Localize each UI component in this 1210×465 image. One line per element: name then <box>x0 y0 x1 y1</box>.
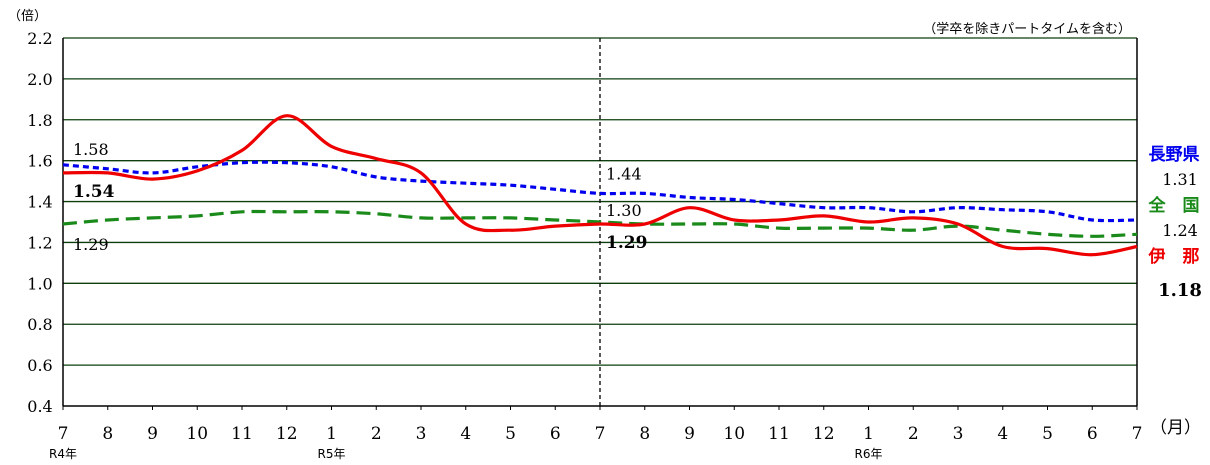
chart-note: （学卒を除きパートタイムを含む） <box>923 21 1131 37</box>
x-tick-label: 5 <box>1042 424 1053 444</box>
x-axis-unit-label: （月） <box>1150 418 1201 438</box>
y-tick-label: 1.4 <box>27 193 52 212</box>
nagano-series-line <box>62 160 1138 223</box>
data-label: 1.44 <box>606 164 642 183</box>
y-tick-label: 1.0 <box>27 274 52 293</box>
ina-series-line <box>62 114 1138 257</box>
y-tick-label: 0.8 <box>27 315 52 334</box>
data-label: 1.29 <box>606 233 647 253</box>
data-label: 1.58 <box>73 140 109 159</box>
x-tick-label: 1 <box>863 424 874 444</box>
x-tick-label: 1 <box>326 424 337 444</box>
data-label: 1.30 <box>606 201 642 220</box>
x-tick-label: 3 <box>416 424 427 444</box>
series-end-labels: 長野県 1.31 全 国 1.24 伊 那 1.18 <box>1148 145 1202 301</box>
x-tick-label: 7 <box>58 424 69 444</box>
national-series-line <box>62 209 1138 238</box>
y-tick-label: 2.0 <box>27 70 52 89</box>
x-tick-label: 10 <box>723 424 745 444</box>
x-tick-label: 9 <box>684 424 695 444</box>
x-tick-label: 9 <box>147 424 158 444</box>
series-name-label: 伊 那 <box>1148 246 1200 267</box>
y-axis-unit-label: （倍） <box>8 9 47 24</box>
series-end-value: 1.18 <box>1158 280 1202 301</box>
year-label: R4年 <box>49 447 77 461</box>
x-tick-label: 5 <box>505 424 516 444</box>
x-tick-label: 12 <box>276 424 298 444</box>
y-tick-label: 1.2 <box>27 233 52 252</box>
series-name-label: 長野県 <box>1149 145 1200 165</box>
y-tick-label: 1.6 <box>27 152 52 171</box>
y-tick-label: 2.2 <box>27 29 52 48</box>
x-tick-label: 2 <box>371 424 382 444</box>
y-tick-label: 0.6 <box>27 356 52 375</box>
chart-grid <box>62 37 1138 407</box>
x-tick-label: 11 <box>231 424 253 444</box>
x-tick-label: 3 <box>953 424 964 444</box>
year-label: R5年 <box>318 447 346 461</box>
data-label: 1.54 <box>73 182 115 202</box>
x-tick-label: 2 <box>908 424 919 444</box>
x-tick-label: 8 <box>102 424 113 444</box>
x-tick-label: 7 <box>595 424 606 444</box>
x-tick-label: 6 <box>550 424 561 444</box>
series-name-label: 全 国 <box>1148 195 1200 216</box>
chart-series <box>62 114 1138 257</box>
y-tick-label: 1.8 <box>27 111 52 130</box>
x-tick-label: 6 <box>1087 424 1098 444</box>
x-tick-label: 10 <box>186 424 208 444</box>
x-tick-label: 4 <box>460 424 471 444</box>
x-tick-label: 4 <box>997 424 1008 444</box>
year-label: R6年 <box>855 447 883 461</box>
y-tick-label: 0.4 <box>27 397 52 416</box>
chart-annotations: 1.58 1.54 1.29 1.44 1.30 1.29 <box>73 140 647 254</box>
x-tick-label: 12 <box>813 424 835 444</box>
x-tick-label: 7 <box>1132 424 1143 444</box>
x-tick-label: 11 <box>768 424 790 444</box>
series-end-value: 1.24 <box>1162 221 1198 240</box>
data-label: 1.29 <box>73 235 109 254</box>
x-tick-label: 8 <box>639 424 650 444</box>
y-axis-ticks: 0.4 0.6 0.8 1.0 1.2 1.4 1.6 1.8 2.0 2.2 <box>27 29 52 416</box>
series-end-value: 1.31 <box>1162 170 1198 189</box>
